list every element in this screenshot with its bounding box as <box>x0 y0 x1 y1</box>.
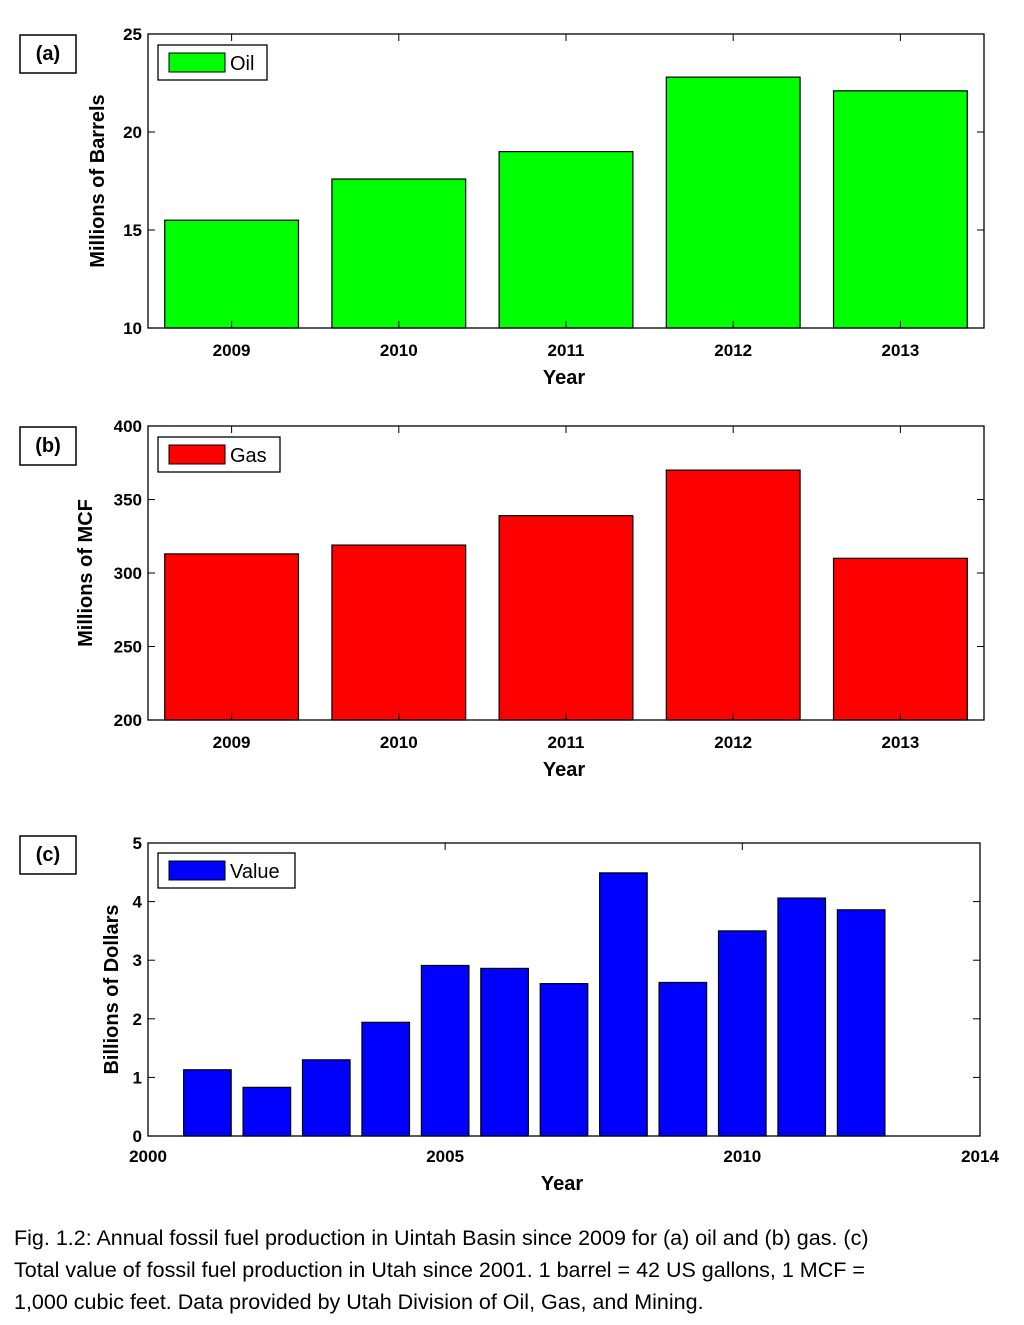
legend-label: Value <box>230 861 280 883</box>
y-tick-label: 5 <box>133 834 142 853</box>
y-tick-label: 250 <box>114 638 142 657</box>
y-tick-label: 1 <box>133 1068 142 1087</box>
bar-4 <box>832 557 968 721</box>
y-tick-label: 0 <box>133 1127 142 1146</box>
x-tick-label: 2010 <box>380 341 418 360</box>
x-tick-label: 2010 <box>723 1147 761 1166</box>
bar-1 <box>242 1086 292 1137</box>
y-axis-label: Millions of Barrels <box>87 94 109 267</box>
x-tick-label: 2011 <box>548 341 585 360</box>
x-tick-label: 2010 <box>380 733 418 752</box>
y-tick-label: 20 <box>123 123 142 142</box>
y-tick-label: 4 <box>133 893 143 912</box>
y-tick-label: 300 <box>114 564 142 583</box>
legend-swatch <box>168 52 226 73</box>
legend-swatch <box>168 444 226 465</box>
y-axis-label: Millions of MCF <box>75 499 97 647</box>
x-axis-label: Year <box>543 759 585 781</box>
panel-label-box <box>19 835 77 875</box>
bar-9 <box>717 930 767 1137</box>
y-tick-label: 400 <box>114 417 142 436</box>
bar-0 <box>164 553 300 721</box>
x-tick-label: 2005 <box>426 1147 464 1166</box>
bar-2 <box>498 515 634 721</box>
bar-5 <box>480 967 529 1137</box>
bar-11 <box>836 909 886 1137</box>
bar-4 <box>420 964 470 1137</box>
figure: 2009 2010 2011 2012 201310152025YearMillions… <box>19 25 999 1195</box>
bar-8 <box>658 981 708 1137</box>
caption-line-3: 1,000 cubic feet. Data provided by Utah … <box>14 1290 704 1314</box>
y-tick-label: 350 <box>114 491 142 510</box>
bar-3 <box>665 76 801 329</box>
panel-label: (c) <box>36 844 60 866</box>
x-tick-label: 2011 <box>548 733 585 752</box>
x-tick-label: 2013 <box>881 341 919 360</box>
x-axis-label: Year <box>541 1173 583 1195</box>
bar-1 <box>331 544 467 721</box>
chart-panel-0: 2009 2010 2011 2012 2013 10 15 20 25 Year Millions… <box>19 25 985 389</box>
bar-10 <box>777 897 827 1137</box>
panel-label: (a) <box>36 43 60 65</box>
x-tick-label: 2012 <box>714 341 752 360</box>
y-tick-label: 10 <box>123 319 142 338</box>
bar-7 <box>599 872 648 1137</box>
axes-frame <box>147 425 985 721</box>
bar-3 <box>665 469 801 721</box>
bar-2 <box>498 151 634 329</box>
panel-label-box <box>19 34 77 74</box>
y-tick-label: 200 <box>114 711 142 730</box>
bar-0 <box>183 1069 232 1137</box>
y-tick-label: 15 <box>123 221 142 240</box>
bar-2 <box>301 1059 351 1137</box>
bar-1 <box>331 178 467 329</box>
x-tick-label: 2014 <box>961 1147 999 1166</box>
caption-line-2: Total value of fossil fuel production in… <box>14 1258 865 1282</box>
x-axis-label: Year <box>543 367 585 389</box>
x-tick-label: 2012 <box>714 733 752 752</box>
bar-3 <box>361 1021 411 1137</box>
axes-frame <box>147 33 985 329</box>
x-tick-label: 2009 <box>213 341 251 360</box>
bar-4 <box>832 90 968 329</box>
chart-panel-2: 2000 2005 2010 2014 0 1 2 3 4 5 Year Billions of Do… <box>19 834 999 1195</box>
bar-0 <box>164 219 300 329</box>
y-tick-label: 25 <box>123 25 142 44</box>
axes-frame <box>147 842 981 1137</box>
bar-6 <box>539 983 589 1137</box>
chart-panel-1: 2009 2010 2011 2012 2013 200 250 300 350 400 Year M… <box>19 417 985 781</box>
y-tick-label: 3 <box>133 951 142 970</box>
x-tick-label: 2009 <box>213 733 251 752</box>
x-tick-label: 2000 <box>129 1147 167 1166</box>
y-tick-label: 2 <box>133 1010 142 1029</box>
legend-swatch <box>168 860 226 881</box>
legend-label: Gas <box>230 445 267 467</box>
caption-line-1: Fig. 1.2: Annual fossil fuel production … <box>14 1226 869 1250</box>
legend-label: Oil <box>230 53 254 75</box>
panel-label: (b) <box>35 435 61 457</box>
figure-caption: Fig. 1.2: Annual fossil fuel production … <box>14 1222 1014 1318</box>
y-axis-label: Billions of Dollars <box>101 904 123 1074</box>
panel-label-box <box>19 426 77 466</box>
x-tick-label: 2013 <box>881 733 919 752</box>
